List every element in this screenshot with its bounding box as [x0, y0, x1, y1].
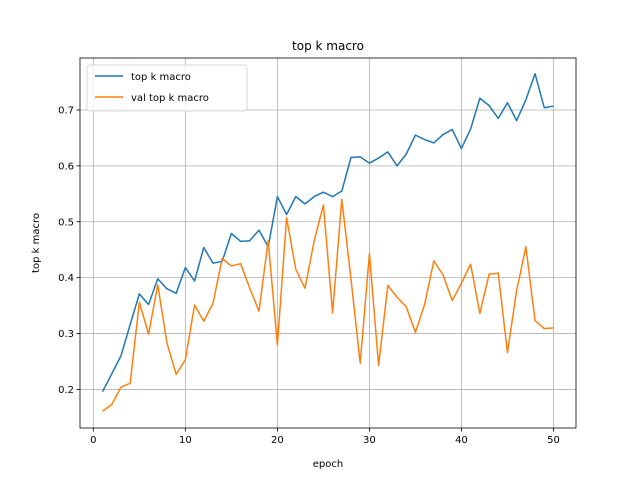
- legend-label-train: top k macro: [131, 72, 191, 83]
- plot-frame: [79, 57, 577, 429]
- y-tick-label: 0.6: [58, 161, 74, 172]
- x-tick-label: 30: [363, 435, 376, 446]
- y-axis-label: top k macro: [31, 213, 42, 273]
- grid: [80, 58, 576, 428]
- series-line-train: [101, 72, 554, 393]
- y-tick-label: 0.7: [58, 105, 74, 116]
- series-layer: [101, 72, 554, 412]
- x-tick-label: 20: [271, 435, 284, 446]
- legend-label-val: val top k macro: [131, 93, 209, 104]
- x-tick-label: 40: [455, 435, 468, 446]
- chart-title: top k macro: [292, 39, 364, 53]
- legend-box: [86, 64, 248, 112]
- axis-ticks: 0 10 20 30 40 50 0.2 0.3 0.4 0.5 0.6 0.7: [58, 105, 560, 446]
- y-tick-label: 0.2: [58, 385, 74, 396]
- x-tick-label: 50: [547, 435, 560, 446]
- legend: top k macro val top k macro: [86, 64, 248, 112]
- y-tick-label: 0.4: [58, 273, 74, 284]
- x-axis-label: epoch: [313, 459, 343, 470]
- y-tick-label: 0.5: [58, 217, 74, 228]
- x-tick-label: 10: [179, 435, 192, 446]
- y-tick-label: 0.3: [58, 329, 74, 340]
- x-tick-label: 0: [90, 435, 96, 446]
- series-line-val: [102, 198, 554, 412]
